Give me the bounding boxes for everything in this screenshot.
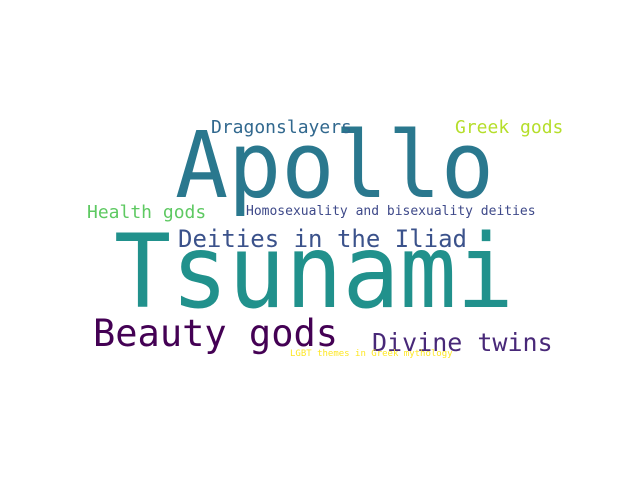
word-greek-gods: Greek gods — [455, 117, 564, 138]
word-tsunami: Tsunami — [114, 213, 514, 332]
word-health-gods: Health gods — [87, 202, 207, 223]
word-homosexuality-and-bisexuality-deities: Homosexuality and bisexuality deities — [246, 204, 536, 219]
word-beauty-gods: Beauty gods — [93, 312, 339, 355]
word-divine-twins: Divine twins — [372, 328, 553, 357]
word-dragonslayers: Dragonslayers — [211, 117, 352, 138]
word-deities-in-the-iliad: Deities in the Iliad — [178, 225, 467, 253]
word-lgbt-themes-in-greek-mythology: LGBT themes in Greek mythology — [290, 349, 453, 359]
word-apollo: Apollo — [175, 112, 495, 219]
